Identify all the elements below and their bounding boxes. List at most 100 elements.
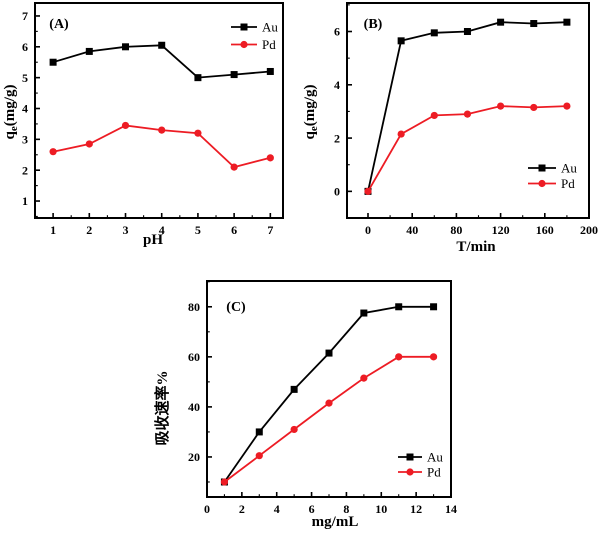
y-axis-label: qe(mg/g) (2, 85, 20, 140)
x-tick-label: 2 (86, 223, 92, 237)
series-pd-marker (325, 399, 333, 407)
x-tick-label: 3 (123, 223, 129, 237)
y-tick-label: 4 (22, 102, 28, 116)
legend-au-marker (240, 23, 248, 31)
legend-pd-label: Pd (262, 37, 276, 52)
axis-frame (346, 2, 590, 219)
axis-minor-ticks (207, 281, 435, 497)
panel-label: (B) (364, 17, 383, 32)
series-pd-marker (49, 148, 57, 156)
series-pd-marker (194, 129, 202, 137)
x-tick-label: 0 (365, 223, 371, 237)
x-tick-label: 40 (406, 223, 418, 237)
axis-ticks (206, 305, 452, 497)
series-pd-marker (230, 163, 238, 171)
legend-au-label: Au (427, 449, 443, 464)
panel-label: (A) (49, 17, 69, 32)
series-pd (49, 121, 274, 171)
y-tick-label: 20 (188, 450, 200, 464)
y-tick-label: 4 (334, 78, 340, 92)
axis-minor-ticks (347, 4, 568, 219)
series-au-marker (255, 428, 263, 436)
y-tick-label: 3 (22, 133, 28, 147)
series-au-marker (563, 18, 571, 26)
x-tick-label: 14 (445, 502, 457, 516)
y-tick-label: 80 (188, 300, 200, 314)
series-au-marker (463, 28, 471, 36)
series-pd-marker (395, 353, 403, 361)
x-tick-label: 0 (204, 502, 210, 516)
panel-a-chart: 1 2 3 4 5 6 7 1 2 3 4 5 6 7 Au Pd (A) pH qe(mg/g) (0, 0, 300, 265)
x-tick-label: 6 (309, 502, 315, 516)
series-au-marker (230, 71, 238, 79)
series-pd-marker (430, 111, 438, 120)
series-pd (364, 102, 571, 195)
series-pd-marker (158, 126, 166, 134)
series-pd-marker (463, 110, 472, 118)
series-au (49, 41, 274, 82)
series-au-marker (530, 20, 538, 28)
y-tick-label: 6 (334, 25, 340, 39)
series-pd-marker (266, 154, 274, 162)
x-tick-label: 12 (410, 502, 422, 516)
y-tick-label: 7 (22, 9, 28, 23)
series-au-marker (266, 67, 274, 75)
y-tick-label: 2 (22, 163, 28, 177)
series-au-marker (497, 18, 505, 26)
series-au-marker (85, 47, 93, 55)
y-tick-label: 1 (22, 194, 28, 208)
x-tick-label: 120 (492, 223, 510, 237)
series-au-marker (360, 309, 368, 317)
x-tick-label: 1 (50, 223, 56, 237)
series-au (220, 303, 438, 486)
x-tick-label: 160 (536, 223, 554, 237)
legend-pd-marker (240, 40, 248, 49)
y-tick-label: 40 (188, 400, 200, 414)
legend-au-label: Au (262, 19, 278, 34)
legend-pd-marker (406, 468, 414, 476)
series-pd-line (367, 105, 567, 192)
axis-ticks (35, 15, 272, 218)
series-pd-marker (563, 102, 571, 110)
panel-c-chart: 0 2 4 6 8 10 12 14 20 40 60 80 Au Pd (C) mg/mL 吸收速率% (115, 268, 495, 535)
x-tick-label: 8 (343, 502, 349, 516)
y-tick-label: 6 (22, 40, 28, 54)
x-tick-label: 80 (450, 223, 462, 237)
legend: Au Pd (231, 19, 278, 52)
series-au-marker (325, 349, 333, 357)
x-tick-label: 2 (239, 502, 245, 516)
x-tick-label: 6 (231, 223, 237, 237)
series-pd-marker (496, 102, 505, 110)
legend-pd-marker (538, 179, 546, 188)
series-pd-marker (290, 425, 298, 434)
legend-pd-label: Pd (427, 464, 441, 479)
axis-minor-ticks (34, 30, 253, 218)
series-pd-marker (220, 478, 229, 486)
series-au-marker (290, 385, 298, 393)
x-tick-label: 200 (580, 223, 598, 237)
chart-a-svg: 1 2 3 4 5 6 7 1 2 3 4 5 6 7 Au Pd (A) pH qe(mg/g) (2, 2, 284, 248)
series-au-line (52, 44, 271, 79)
y-tick-label: 0 (334, 185, 340, 199)
x-tick-label: 5 (195, 223, 201, 237)
x-tick-label: 10 (375, 502, 387, 516)
series-au-marker (395, 303, 403, 311)
series-au-marker (430, 29, 438, 37)
series-pd-marker (121, 121, 130, 130)
legend-pd-label: Pd (561, 176, 575, 191)
legend-au-label: Au (561, 160, 577, 175)
series-pd-marker (364, 187, 372, 195)
y-axis-label: 吸收速率% (153, 370, 171, 445)
series-pd-marker (360, 374, 368, 382)
series-au-marker (122, 43, 130, 51)
legend-au-marker (406, 453, 414, 461)
x-tick-label: 4 (159, 223, 165, 237)
x-tick-label: 4 (274, 502, 280, 516)
series-au-marker (194, 74, 202, 82)
panel-b-chart: 0 40 80 120 160 200 0 2 4 6 Au Pd (B) T/min qe(mg/g) (300, 0, 600, 265)
axis-frame (34, 2, 284, 219)
series-pd-marker (530, 103, 538, 112)
